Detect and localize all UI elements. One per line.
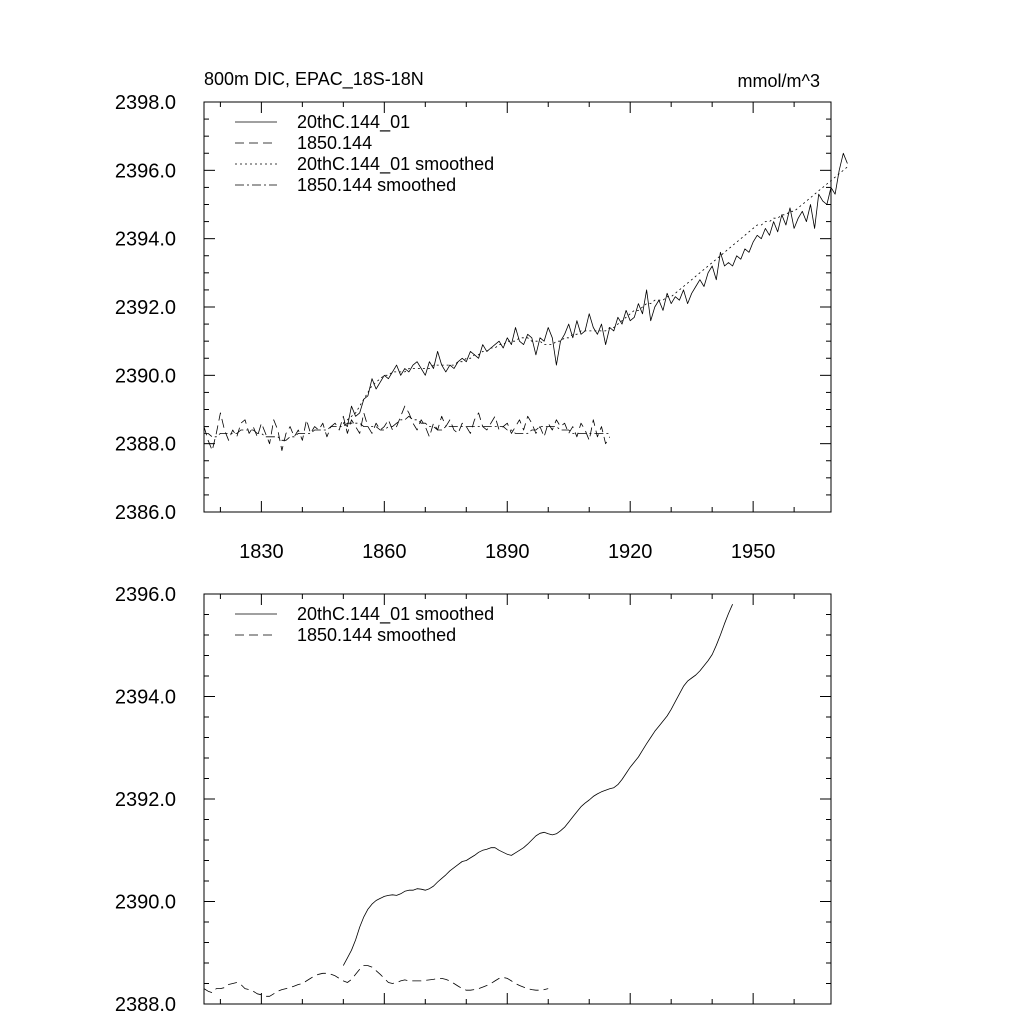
top-panel-title: 800m DIC, EPAC_18S-18N: [204, 69, 424, 90]
bottom-legend-label-1: 1850.144 smoothed: [297, 625, 456, 645]
top-xtick-label: 1920: [608, 541, 653, 563]
bottom-series-group: [203, 604, 733, 997]
bottom-series-line-0: [342, 604, 733, 966]
top-ytick-label: 2396.0: [115, 160, 176, 182]
top-ytick-label: 2392.0: [115, 297, 176, 319]
top-legend-label-3: 1850.144 smoothed: [297, 175, 456, 195]
bottom-ytick-label: 2388.0: [115, 994, 176, 1016]
top-legend-label-2: 20thC.144_01 smoothed: [297, 154, 494, 175]
top-ytick-label: 2390.0: [115, 365, 176, 387]
top-ytick-label: 2386.0: [115, 502, 176, 524]
top-ytick-label: 2388.0: [115, 434, 176, 456]
bottom-ytick-label: 2390.0: [115, 892, 176, 914]
bottom-panel: 2388.0 2390.0 2392.0 2394.0 2396.0 20thC.144…: [115, 584, 832, 1016]
top-series-line-2: [343, 166, 848, 424]
top-series-line-3: [204, 415, 610, 441]
top-xtick-label: 1860: [362, 541, 407, 563]
bottom-ytick-label: 2392.0: [115, 789, 176, 811]
top-ytick-label: 2394.0: [115, 229, 176, 251]
top-xtick-label: 1830: [239, 541, 284, 563]
bottom-ytick-label: 2396.0: [115, 584, 176, 606]
top-legend-label-1: 1850.144: [297, 133, 372, 153]
bottom-plot-frame: [203, 593, 832, 1005]
bottom-ytick-label: 2394.0: [115, 687, 176, 709]
top-ytick-label: 2398.0: [115, 92, 176, 114]
top-panel-units: mmol/m^3: [738, 71, 820, 91]
top-series-line-1: [203, 405, 611, 451]
bottom-legend-label-0: 20thC.144_01 smoothed: [297, 604, 494, 625]
top-series-group: [203, 152, 848, 451]
top-panel: 800m DIC, EPAC_18S-18N mmol/m^3 1830 1860…: [115, 69, 848, 563]
bottom-axis-ticks: 2388.0 2390.0 2392.0 2394.0 2396.0: [115, 584, 831, 1016]
top-xtick-label: 1890: [485, 541, 530, 563]
bottom-series-line-1: [203, 965, 549, 997]
top-axis-ticks: 1830 1860 1890 1920 1950 2386.0 2388.0 2390.0 23…: [115, 92, 831, 563]
top-xtick-label: 1950: [731, 541, 776, 563]
top-legend-label-0: 20thC.144_01: [297, 112, 410, 133]
